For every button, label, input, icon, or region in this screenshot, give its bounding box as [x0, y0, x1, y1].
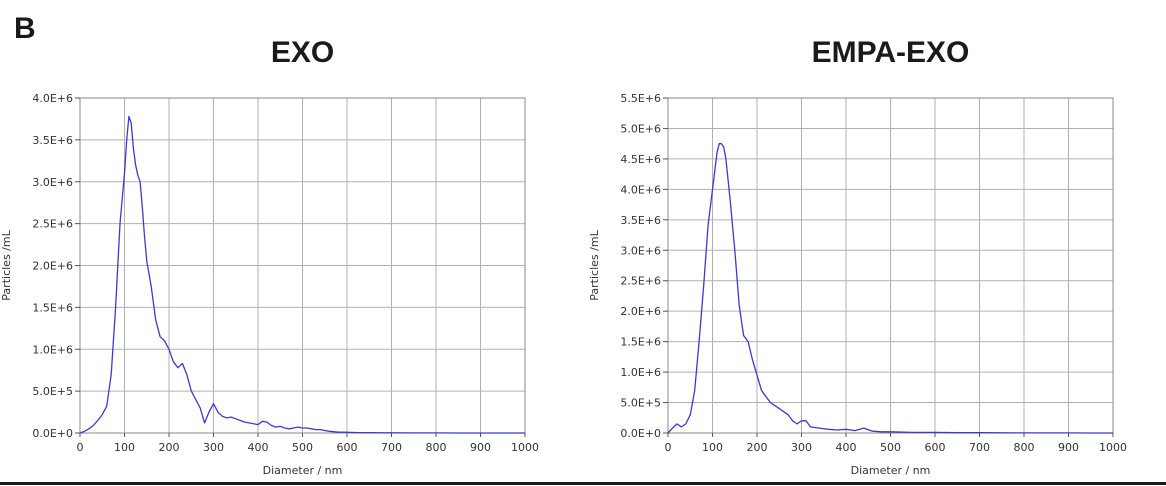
y-axis-label: Particles /mL [0, 229, 13, 300]
x-tick-label: 0 [665, 441, 672, 454]
y-tick-label: 1.5E+6 [32, 301, 73, 314]
x-tick-label: 700 [381, 441, 402, 454]
x-tick-label: 500 [880, 441, 901, 454]
y-axis-label: Particles /mL [588, 229, 601, 300]
x-tick-label: 900 [470, 441, 491, 454]
x-tick-label: 400 [248, 441, 269, 454]
x-tick-label: 800 [426, 441, 447, 454]
x-tick-label: 1000 [1099, 441, 1127, 454]
y-tick-label: 1.0E+6 [620, 366, 661, 379]
chart-title-empa-exo: EMPA-EXO [811, 36, 970, 69]
y-tick-label: 1.5E+6 [620, 336, 661, 349]
y-tick-label: 4.0E+6 [620, 183, 661, 196]
y-tick-label: 0.0E+0 [620, 427, 661, 440]
y-tick-label: 2.0E+6 [32, 260, 73, 273]
x-tick-label: 700 [969, 441, 990, 454]
x-tick-label: 300 [203, 441, 224, 454]
y-tick-label: 2.5E+6 [32, 218, 73, 231]
y-tick-label: 5.0E+6 [620, 122, 661, 135]
series-line [79, 115, 525, 434]
y-tick-label: 4.0E+6 [32, 92, 73, 105]
y-tick-label: 3.5E+6 [620, 214, 661, 227]
y-tick-label: 5.0E+5 [620, 397, 661, 410]
bottom-rule [0, 482, 1166, 485]
y-tick-label: 3.5E+6 [32, 134, 73, 147]
x-tick-label: 1000 [511, 441, 539, 454]
y-tick-label: 4.5E+6 [620, 153, 661, 166]
y-tick-label: 2.5E+6 [620, 275, 661, 288]
x-tick-label: 600 [925, 441, 946, 454]
y-tick-label: 0.0E+0 [32, 427, 73, 440]
chart-exo: 0 100 200 300 400 500 600 700 800 900 1000 0.0E+0 5.… [0, 92, 539, 477]
x-axis-label: Diameter / nm [263, 464, 343, 477]
series-line [667, 143, 1113, 434]
y-tick-label: 3.0E+6 [32, 176, 73, 189]
x-tick-label: 100 [702, 441, 723, 454]
x-tick-label: 900 [1058, 441, 1079, 454]
y-tick-label: 3.0E+6 [620, 244, 661, 257]
x-tick-label: 500 [292, 441, 313, 454]
x-tick-label: 200 [747, 441, 768, 454]
y-tick-label: 5.0E+5 [32, 385, 73, 398]
x-tick-label: 300 [791, 441, 812, 454]
x-tick-label: 200 [159, 441, 180, 454]
y-tick-label: 5.5E+6 [620, 92, 661, 105]
x-tick-label: 100 [114, 441, 135, 454]
x-tick-label: 0 [77, 441, 84, 454]
chart-title-exo: EXO [270, 36, 335, 69]
x-tick-label: 800 [1014, 441, 1035, 454]
x-tick-label: 400 [836, 441, 857, 454]
x-tick-label: 600 [337, 441, 358, 454]
panel-letter: B [14, 12, 36, 45]
x-axis-label: Diameter / nm [851, 464, 931, 477]
y-tick-label: 2.0E+6 [620, 305, 661, 318]
y-tick-label: 1.0E+6 [32, 343, 73, 356]
